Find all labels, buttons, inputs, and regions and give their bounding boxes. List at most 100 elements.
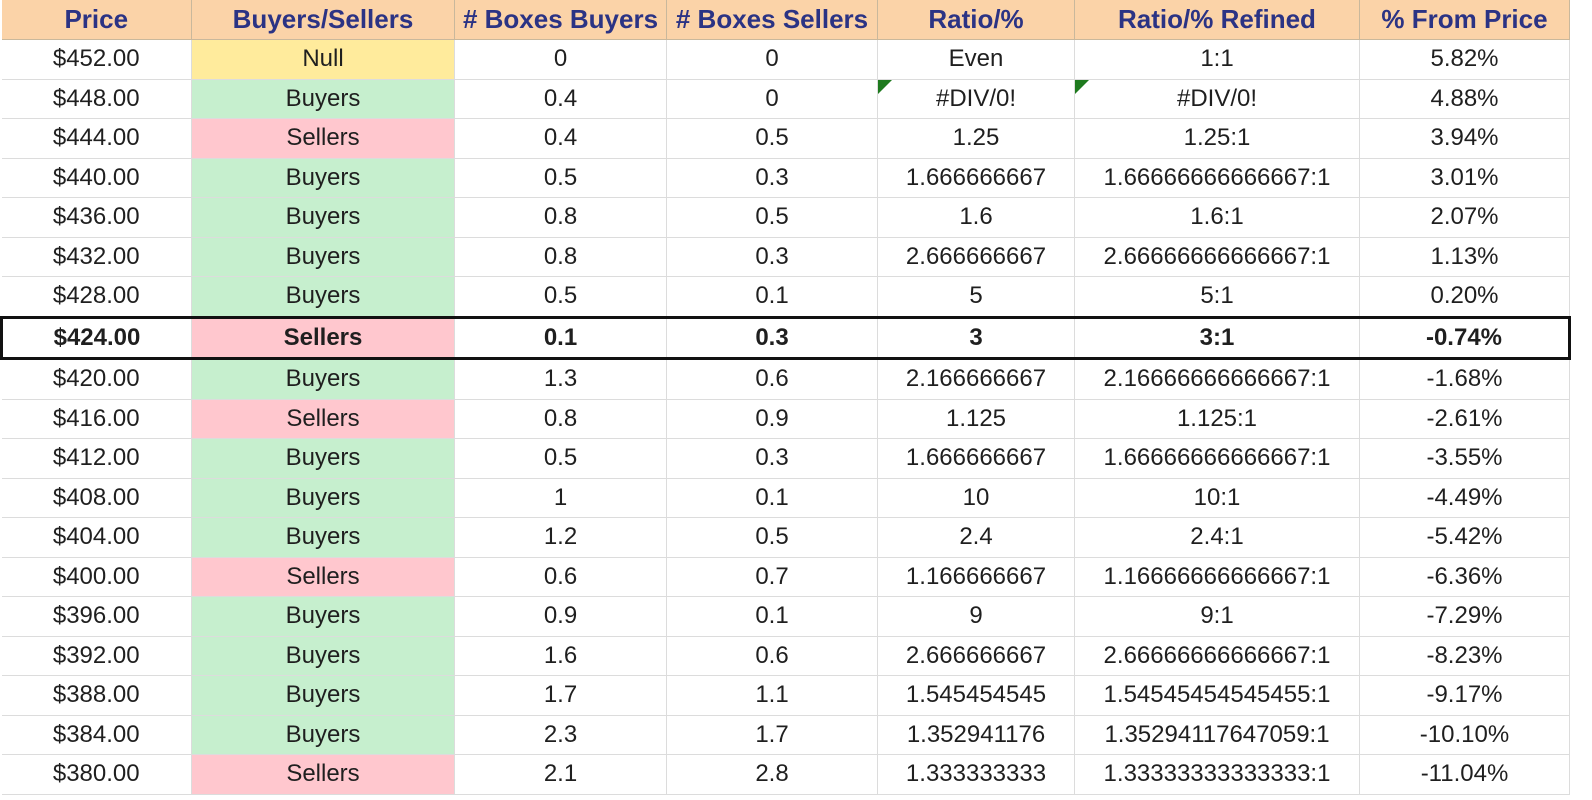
cell-boxes-buyers[interactable]: 0.6 — [454, 557, 667, 597]
cell-boxes-sellers[interactable]: 0.3 — [666, 158, 878, 198]
cell-from-price[interactable]: 4.88% — [1359, 79, 1570, 119]
cell-boxes-buyers[interactable]: 1.2 — [454, 517, 667, 558]
cell-boxes-sellers[interactable]: 0.6 — [666, 358, 878, 400]
cell-boxes-buyers[interactable]: 0.9 — [454, 596, 667, 637]
cell-ratio-refined[interactable]: 10:1 — [1074, 478, 1360, 518]
cell-ratio[interactable]: 1.166666667 — [877, 557, 1075, 597]
cell-from-price[interactable]: 2.07% — [1359, 197, 1570, 238]
cell-buyers-sellers[interactable]: Null — [191, 39, 455, 80]
cell-ratio-refined[interactable]: 2.66666666666667:1 — [1074, 636, 1360, 676]
cell-price[interactable]: $404.00 — [1, 517, 192, 558]
cell-buyers-sellers[interactable]: Buyers — [191, 158, 455, 198]
cell-boxes-sellers[interactable]: 0 — [666, 39, 878, 80]
cell-ratio[interactable]: 2.166666667 — [877, 358, 1075, 400]
cell-boxes-buyers[interactable]: 1.6 — [454, 636, 667, 676]
cell-price[interactable]: $436.00 — [1, 197, 192, 238]
cell-ratio[interactable]: 9 — [877, 596, 1075, 637]
cell-buyers-sellers[interactable]: Sellers — [191, 754, 455, 795]
cell-ratio[interactable]: 1.352941176 — [877, 715, 1075, 755]
cell-price[interactable]: $420.00 — [1, 358, 192, 400]
cell-ratio-refined[interactable]: 1.54545454545455:1 — [1074, 675, 1360, 716]
cell-boxes-sellers[interactable]: 0.6 — [666, 636, 878, 676]
cell-boxes-buyers[interactable]: 0.5 — [454, 276, 667, 318]
cell-price[interactable]: $392.00 — [1, 636, 192, 676]
cell-ratio[interactable]: 2.666666667 — [877, 636, 1075, 676]
col-header-ratio-refined[interactable]: Ratio/% Refined — [1074, 0, 1360, 40]
cell-from-price[interactable]: 0.20% — [1359, 276, 1570, 318]
cell-from-price[interactable]: -8.23% — [1359, 636, 1570, 676]
cell-ratio-refined[interactable]: 1.33333333333333:1 — [1074, 754, 1360, 795]
cell-boxes-sellers[interactable]: 0.1 — [666, 596, 878, 637]
cell-boxes-sellers[interactable]: 1.1 — [666, 675, 878, 716]
cell-buyers-sellers[interactable]: Buyers — [191, 596, 455, 637]
cell-ratio[interactable]: 1.666666667 — [877, 158, 1075, 198]
cell-buyers-sellers[interactable]: Buyers — [191, 438, 455, 479]
cell-ratio-refined[interactable]: 2.66666666666667:1 — [1074, 237, 1360, 277]
cell-ratio-refined[interactable]: 2.4:1 — [1074, 517, 1360, 558]
cell-price[interactable]: $448.00 — [1, 79, 192, 119]
cell-from-price[interactable]: -7.29% — [1359, 596, 1570, 637]
cell-buyers-sellers[interactable]: Buyers — [191, 79, 455, 119]
cell-price[interactable]: $384.00 — [1, 715, 192, 755]
cell-ratio-refined[interactable]: 3:1 — [1074, 315, 1360, 360]
cell-price[interactable]: $444.00 — [1, 118, 192, 159]
cell-ratio[interactable]: 1.545454545 — [877, 675, 1075, 716]
cell-boxes-buyers[interactable]: 0.4 — [454, 79, 667, 119]
cell-boxes-buyers[interactable]: 0.5 — [454, 438, 667, 479]
cell-from-price[interactable]: 3.01% — [1359, 158, 1570, 198]
cell-boxes-sellers[interactable]: 0.5 — [666, 118, 878, 159]
cell-ratio[interactable]: 2.666666667 — [877, 237, 1075, 277]
cell-buyers-sellers[interactable]: Buyers — [191, 675, 455, 716]
cell-ratio[interactable]: 3 — [877, 315, 1075, 360]
cell-boxes-buyers[interactable]: 1.3 — [454, 358, 667, 400]
cell-boxes-sellers[interactable]: 0.1 — [666, 478, 878, 518]
cell-ratio-refined[interactable]: 1.16666666666667:1 — [1074, 557, 1360, 597]
cell-buyers-sellers[interactable]: Buyers — [191, 517, 455, 558]
cell-ratio[interactable]: 1.6 — [877, 197, 1075, 238]
cell-from-price[interactable]: -6.36% — [1359, 557, 1570, 597]
cell-from-price[interactable]: -1.68% — [1359, 358, 1570, 400]
cell-from-price[interactable]: -2.61% — [1359, 399, 1570, 439]
cell-from-price[interactable]: -3.55% — [1359, 438, 1570, 479]
cell-boxes-buyers[interactable]: 0.1 — [454, 315, 667, 360]
cell-boxes-buyers[interactable]: 1.7 — [454, 675, 667, 716]
cell-ratio-refined[interactable]: 9:1 — [1074, 596, 1360, 637]
col-header-price[interactable]: Price — [1, 0, 192, 40]
col-header-boxes-buyers[interactable]: # Boxes Buyers — [454, 0, 667, 40]
cell-boxes-sellers[interactable]: 0.5 — [666, 517, 878, 558]
cell-boxes-buyers[interactable]: 0.8 — [454, 197, 667, 238]
cell-boxes-buyers[interactable]: 1 — [454, 478, 667, 518]
cell-ratio[interactable]: 1.666666667 — [877, 438, 1075, 479]
cell-price[interactable]: $412.00 — [1, 438, 192, 479]
cell-price[interactable]: $452.00 — [1, 39, 192, 80]
cell-boxes-buyers[interactable]: 2.3 — [454, 715, 667, 755]
cell-from-price[interactable]: -5.42% — [1359, 517, 1570, 558]
cell-ratio[interactable]: 2.4 — [877, 517, 1075, 558]
cell-ratio[interactable]: Even — [877, 39, 1075, 80]
cell-buyers-sellers[interactable]: Buyers — [191, 276, 455, 318]
cell-price[interactable]: $396.00 — [1, 596, 192, 637]
cell-ratio[interactable]: 10 — [877, 478, 1075, 518]
cell-price[interactable]: $408.00 — [1, 478, 192, 518]
cell-ratio[interactable]: 1.333333333 — [877, 754, 1075, 795]
cell-buyers-sellers[interactable]: Sellers — [191, 118, 455, 159]
col-header-from-price[interactable]: % From Price — [1359, 0, 1570, 40]
col-header-boxes-sellers[interactable]: # Boxes Sellers — [666, 0, 878, 40]
cell-from-price[interactable]: 1.13% — [1359, 237, 1570, 277]
cell-boxes-sellers[interactable]: 2.8 — [666, 754, 878, 795]
cell-from-price[interactable]: -9.17% — [1359, 675, 1570, 716]
cell-buyers-sellers[interactable]: Sellers — [191, 315, 455, 360]
cell-ratio[interactable]: 1.25 — [877, 118, 1075, 159]
cell-ratio[interactable]: 1.125 — [877, 399, 1075, 439]
cell-price[interactable]: $440.00 — [1, 158, 192, 198]
cell-boxes-buyers[interactable]: 0.8 — [454, 237, 667, 277]
cell-boxes-sellers[interactable]: 0.7 — [666, 557, 878, 597]
cell-from-price[interactable]: 5.82% — [1359, 39, 1570, 80]
cell-price[interactable]: $428.00 — [1, 276, 192, 318]
cell-ratio-refined[interactable]: 1.125:1 — [1074, 399, 1360, 439]
cell-boxes-buyers[interactable]: 2.1 — [454, 754, 667, 795]
cell-boxes-sellers[interactable]: 0.1 — [666, 276, 878, 318]
cell-buyers-sellers[interactable]: Buyers — [191, 478, 455, 518]
cell-ratio[interactable]: 5 — [877, 276, 1075, 318]
cell-ratio-refined[interactable]: 2.16666666666667:1 — [1074, 358, 1360, 400]
